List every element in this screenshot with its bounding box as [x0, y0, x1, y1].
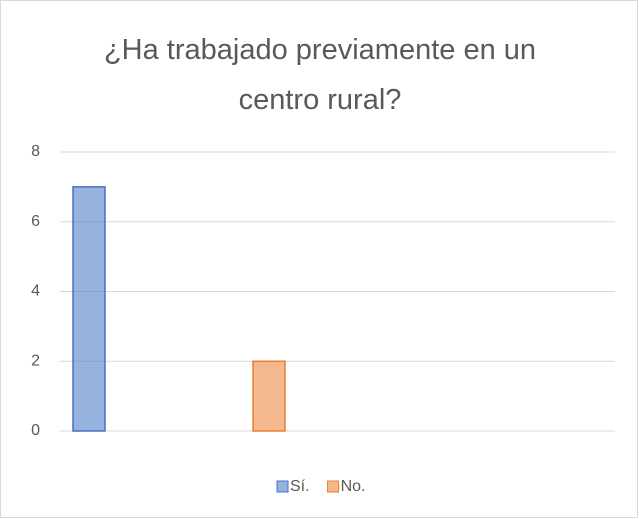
bar	[252, 360, 286, 432]
y-tick-label: 2	[31, 352, 40, 369]
bar	[72, 186, 106, 432]
chart-title: ¿Ha trabajado previamente en un centro r…	[103, 34, 537, 116]
y-tick-label: 6	[31, 213, 40, 230]
y-tick-label: 4	[31, 283, 40, 300]
legend-swatch	[327, 480, 340, 493]
y-tick-label: 8	[31, 143, 40, 160]
legend-label: Sí.	[290, 478, 310, 495]
legend-label: No.	[341, 478, 366, 495]
y-tick-label: 0	[31, 422, 40, 439]
legend-swatch	[276, 480, 289, 493]
